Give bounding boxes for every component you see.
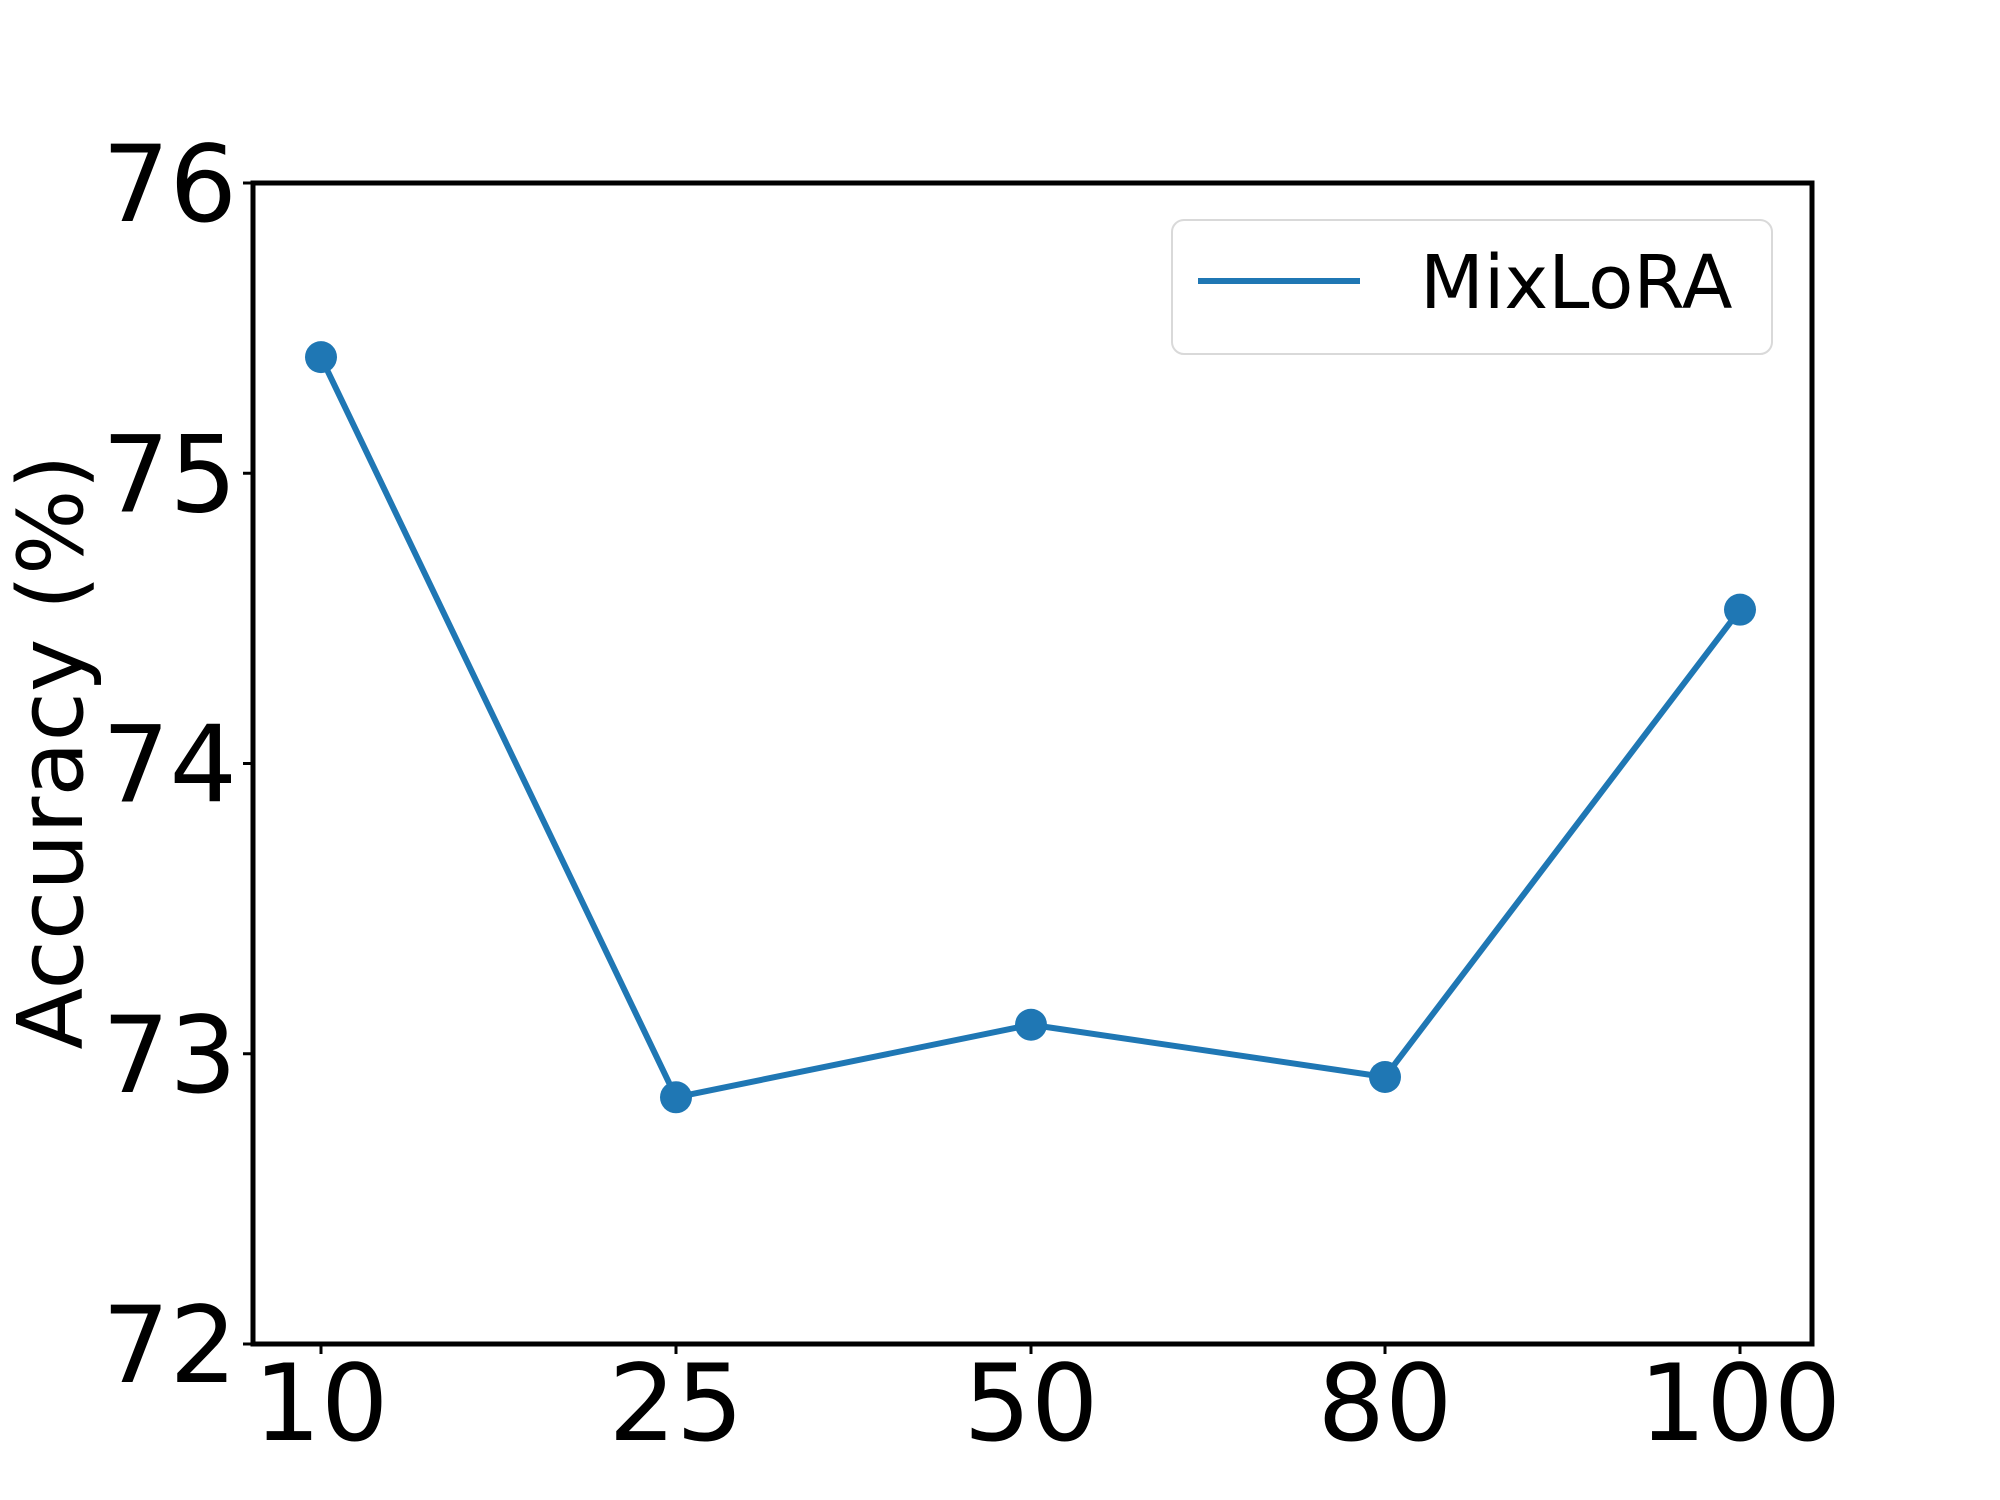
series-layer bbox=[305, 341, 1756, 1114]
data-point bbox=[1724, 593, 1756, 626]
data-point bbox=[305, 341, 337, 374]
y-tick-label: 72 bbox=[102, 1284, 237, 1407]
x-tick-label: 25 bbox=[609, 1342, 744, 1465]
y-axis-label: Accuracy (%) bbox=[0, 454, 104, 1049]
series-line-mixlora bbox=[318, 355, 1743, 1101]
x-tick-label: 80 bbox=[1318, 1342, 1453, 1465]
y-tick-label: 74 bbox=[102, 704, 237, 827]
y-tick-label: 76 bbox=[102, 123, 237, 246]
plot-frame bbox=[250, 180, 1815, 1347]
axes: 72 73 74 75 76 10 25 50 80 100 bbox=[102, 123, 1841, 1465]
x-tick-label: 100 bbox=[1639, 1342, 1841, 1465]
y-tick-label: 73 bbox=[102, 994, 237, 1117]
legend-point-marker bbox=[1276, 278, 1282, 284]
legend: MixLoRA bbox=[1171, 219, 1773, 355]
data-point bbox=[1369, 1060, 1401, 1093]
y-tick-label: 75 bbox=[102, 413, 237, 536]
data-point bbox=[1015, 1008, 1047, 1041]
legend-box bbox=[1171, 219, 1773, 355]
legend-series-label: MixLoRA bbox=[1420, 240, 1733, 326]
data-point bbox=[660, 1081, 692, 1114]
x-tick-label: 10 bbox=[254, 1342, 389, 1465]
x-tick-label: 50 bbox=[964, 1342, 1099, 1465]
